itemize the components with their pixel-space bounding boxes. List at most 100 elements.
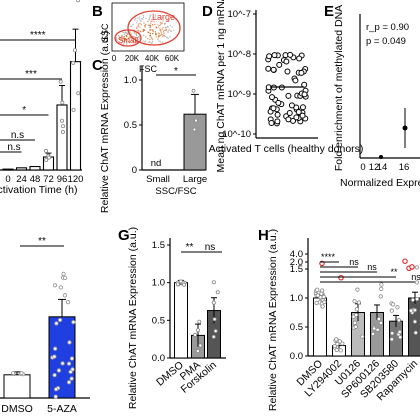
panel-d-point [301,81,308,88]
panel-d-point [301,91,308,98]
panel-h: H Relative ChAT mRNA Expression (a.u.) 0… [258,227,420,411]
panel-a-sig-label: * [22,105,26,116]
panel-b-event [163,33,165,35]
panel-b-event [162,20,164,22]
panel-b-event [149,26,151,29]
panel-d-ytick-label: 10^-8 [228,49,251,60]
panel-g-sig-label: ns [205,242,216,253]
panel-b-event [130,25,132,28]
panel-c-cat-small: Small [146,174,170,185]
panel-b-event [168,29,170,31]
panel-b-event [122,43,125,45]
panel-b: B Large Small SSC 0 20K 40K 60K FSC [92,2,185,74]
panel-b-event [137,35,140,38]
panel-g-letter: G [118,227,130,244]
panel-b-event [139,26,141,28]
panel-b-event [142,16,145,19]
panel-f-bar [3,374,31,399]
panel-h-point [408,308,414,313]
panel-b-event [118,35,120,37]
panel-d-point [284,68,291,75]
panel-h-point [315,287,320,292]
panel-g-bar [174,282,188,359]
panel-h-sig-label: **** [321,252,336,262]
panel-e-stat-r: r_p = 0.90 [366,22,409,33]
panel-b-event [136,26,138,29]
panel-a-point [76,91,81,96]
panel-b-event [144,23,147,26]
panel-d-point [293,114,300,121]
panel-a-point [47,155,52,160]
panel-b-event [135,32,138,35]
panel-b-event [165,28,167,30]
panel-b-event [116,39,119,41]
panel-c-y-label: Relative ChAT mRNA Expression (a.u.) [99,31,111,213]
panel-h-point [334,337,339,342]
panel-b-event [161,28,163,30]
panel-d-point [266,53,273,60]
panel-a-xtick: 96 [57,174,68,185]
panel-a-point [60,100,65,105]
panel-b-event [136,20,139,22]
panel-d: D Mean ng ChAT mRNA per 1 ng mRNA (Log) … [202,0,363,173]
panel-f-point [56,368,62,373]
panel-a-point [71,60,76,65]
panel-d-point [271,52,278,59]
panel-a-xtick: 72 [43,174,54,185]
panel-b-event [122,31,125,34]
panel-b-event [152,24,154,26]
panel-b-event [136,22,138,24]
panel-b-event [149,16,151,18]
panel-d-point [276,61,283,68]
panel-h-ytick-label: 4.0 [290,249,303,260]
panel-g-point [212,317,217,322]
panel-c-sig: * [174,66,178,77]
panel-h-ytick-label: 1.5 [290,264,303,275]
panel-h-sig-label: ns [367,262,377,272]
panel-b-event [137,23,140,25]
panel-b-event [145,36,147,38]
panel-f-point [53,387,59,392]
panel-b-event [132,35,134,38]
panel-h-point [378,294,383,299]
panel-f-point [53,394,58,399]
panel-b-event [160,30,162,32]
panel-c-letter: C [92,57,103,74]
panel-h-point [379,282,384,287]
panel-b-event [167,37,169,40]
panel-f-point [60,361,65,366]
panel-f-point [52,354,57,359]
panel-b-event [115,36,118,39]
panel-h-point [354,307,359,312]
panel-b-xtick: 60K [165,54,180,63]
panel-f-point [11,371,16,376]
panel-g-point [211,334,216,339]
panel-b-event [173,29,175,32]
panel-h-point [352,320,357,325]
panel-b-event [165,26,168,28]
panel-b-event [142,40,144,42]
panel-b-event [163,22,166,25]
panel-h-point [413,330,418,335]
panel-b-event [124,31,126,33]
panel-d-point [286,110,293,117]
panel-h-point [397,329,402,335]
panel-b-event [139,20,142,22]
panel-b-event [164,26,167,29]
panel-a-xtick: 120 [68,174,84,185]
panel-h-point [389,337,394,342]
panel-d-letter: D [202,3,213,20]
panel-g-point [211,300,216,305]
panel-b-event [145,17,147,19]
panel-f-point [61,271,66,277]
panel-a-point [43,148,48,153]
panel-e-xtick: 16 [399,162,410,173]
panel-a-x-label: Activation Time (h) [0,184,77,196]
panel-a-point [58,79,63,84]
panel-f-point [53,346,58,351]
panel-h-point [338,348,343,353]
panel-b-event [163,29,166,32]
panel-b-event [159,28,161,30]
panel-h-ytick-label: 0.5 [290,322,303,333]
panel-b-event [157,35,160,38]
